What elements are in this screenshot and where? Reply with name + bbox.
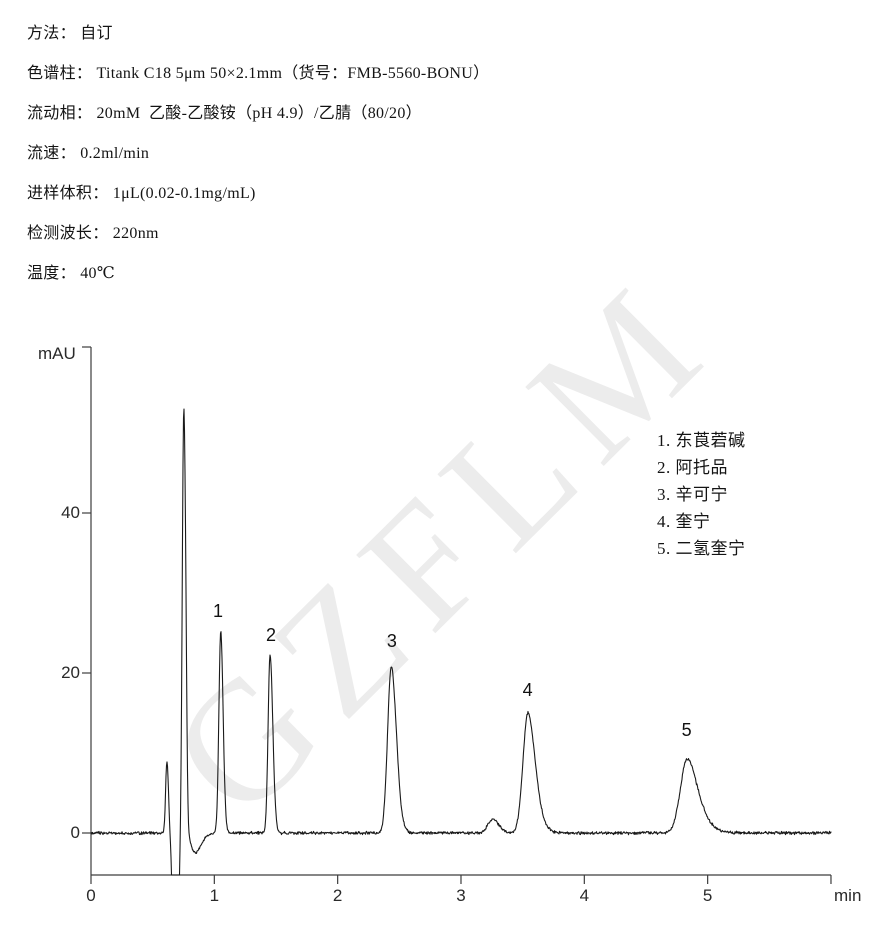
peak-number-label: 4 — [522, 679, 533, 700]
method-line-injection: 进样体积： 1μL(0.02-0.1mg/mL) — [27, 185, 256, 202]
legend-item: 3. 辛可宁 — [657, 485, 728, 504]
x-axis-unit: min — [834, 886, 862, 905]
x-tick-label: 4 — [579, 886, 590, 905]
chromatogram-trace — [90, 408, 832, 876]
y-axis-unit: mAU — [38, 344, 76, 363]
peak-number-label: 2 — [266, 625, 277, 646]
method-line-flow-rate: 流速： 0.2ml/min — [27, 145, 150, 162]
x-tick-label: 3 — [456, 886, 466, 905]
method-line-column: 色谱柱： Titank C18 5μm 50×2.1mm（货号：FMB-5560… — [27, 65, 490, 82]
x-tick-label: 2 — [332, 886, 343, 905]
legend-item: 2. 阿托品 — [657, 458, 728, 477]
legend-item: 5. 二氢奎宁 — [657, 539, 746, 558]
peak-number-label: 5 — [681, 719, 692, 740]
method-line-method: 方法： 自订 — [27, 25, 113, 42]
peak-number-label: 3 — [386, 631, 397, 651]
x-tick-label: 5 — [702, 886, 713, 905]
y-tick-label: 40 — [61, 503, 80, 522]
y-tick-label: 20 — [61, 663, 80, 682]
y-tick-label: 0 — [70, 823, 80, 842]
legend-item: 1. 东莨菪碱 — [657, 431, 746, 450]
x-tick-label: 1 — [209, 886, 220, 905]
x-tick-label: 0 — [86, 886, 96, 905]
legend-item: 4. 奎宁 — [657, 512, 711, 531]
peak-number-label: 1 — [213, 600, 224, 621]
method-line-wavelength: 检测波长： 220nm — [27, 225, 159, 242]
method-line-mobile-phase: 流动相： 20mM 乙酸-乙酸铵（pH 4.9）/乙腈（80/20） — [27, 105, 422, 122]
method-line-temperature: 温度： 40℃ — [27, 265, 115, 282]
